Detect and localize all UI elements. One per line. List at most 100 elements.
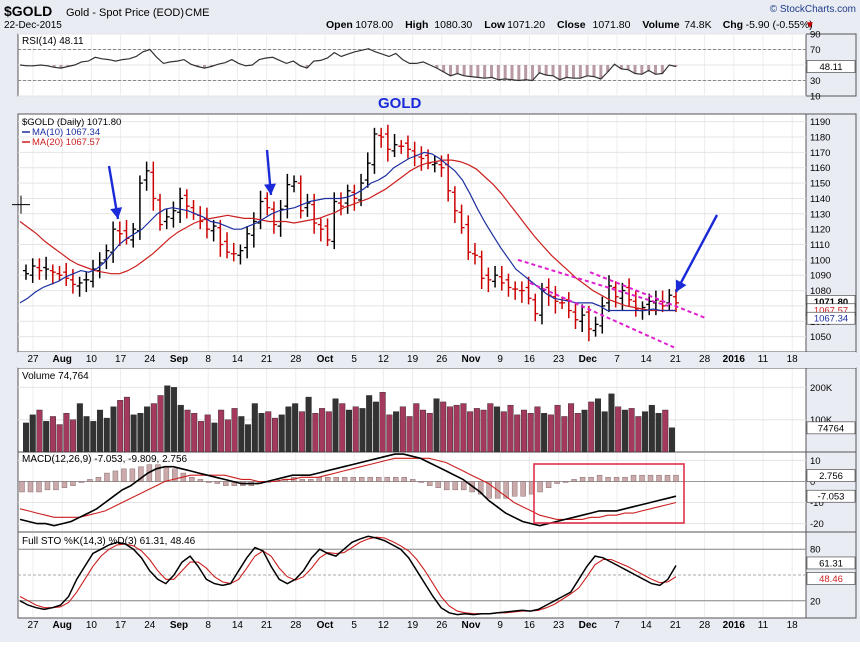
ohlc-bar (619, 282, 626, 311)
macd-histogram-bar (579, 477, 586, 482)
ohlc-value: 1080.30 (434, 19, 472, 31)
x-tick-label: Sep (170, 354, 188, 365)
volume-bar (487, 403, 494, 453)
macd-histogram-bar (511, 481, 518, 497)
macd-histogram-bar (605, 477, 611, 482)
ohlc-bar (572, 302, 579, 329)
macd-panel: 10 0 -10 -20 MACD(12,26,9) -7.053, -9.809, 2… (18, 453, 856, 530)
volume-bar (137, 413, 144, 453)
volume-bar (319, 408, 326, 453)
price-tick-label: 1140 (810, 194, 830, 205)
vol-axis-frame (805, 367, 857, 453)
volume-bar (292, 403, 299, 453)
volume-bar (574, 413, 581, 453)
volume-bar (642, 411, 649, 453)
volume-bar (36, 409, 43, 453)
ohlc-bar (163, 209, 170, 230)
sto-legend: Full STO %K(14,3) %D(3) 61.31, 48.46 (22, 536, 196, 547)
x-tick-label: Nov (462, 620, 481, 631)
rsi-tick-label: 70 (810, 45, 821, 56)
volume-bar (379, 392, 386, 453)
x-tick-label: 28 (290, 620, 302, 631)
macd-histogram-bar (410, 479, 416, 482)
macd-histogram-bar (435, 481, 441, 488)
volume-bar (541, 413, 548, 453)
macd-histogram-bar (376, 477, 382, 482)
ohlc-bar (605, 275, 612, 313)
volume-bar (480, 409, 487, 453)
ohlc-bar (177, 187, 184, 224)
ohlc-bar (478, 250, 485, 290)
volume-bar (271, 417, 278, 453)
macd-current-tag-box (806, 489, 856, 503)
volume-bar (460, 403, 467, 453)
macd-tick-label: -10 (810, 498, 824, 509)
volume-bar (527, 413, 534, 453)
sto-k-current-tag-box (806, 556, 856, 570)
volume-bar (386, 414, 393, 453)
rsi-current-tag-label: 48.11 (819, 62, 842, 73)
volume-bar (433, 398, 440, 453)
volume-bar (245, 424, 252, 453)
volume-bar (494, 406, 501, 453)
volume-bar (218, 409, 225, 453)
arrow-down-icon-2 (264, 149, 277, 196)
x-tick-label: 14 (232, 354, 244, 365)
macd-histogram-bar (112, 470, 119, 482)
ma10-price-tag-label: 1067.34 (814, 314, 848, 325)
macd-histogram-bar (316, 477, 322, 482)
x-tick-label: 23 (553, 620, 565, 631)
macd-hist-current-tag-label: 2.756 (819, 471, 843, 482)
volume-bar (184, 409, 191, 453)
ohlc-bar (592, 316, 599, 337)
x-tick-label: 24 (144, 620, 156, 631)
ohlc-bar (391, 133, 398, 157)
rsi-tick-label: 30 (810, 76, 821, 87)
volume-bar (123, 396, 130, 453)
macd-histogram-bar (588, 477, 594, 482)
volume-bar (332, 398, 339, 453)
ohlc-bar (297, 175, 304, 219)
x-tick-label: 23 (553, 354, 565, 365)
x-tick-label: 14 (641, 354, 653, 365)
ohlc-bar (418, 146, 425, 171)
macd-histogram-bar (138, 466, 144, 482)
volume-bar (70, 419, 77, 453)
x-tick-label: 19 (407, 620, 419, 631)
volume-bar (97, 409, 104, 453)
arrow-diagonal-icon-shaft (674, 214, 719, 293)
macd-histogram-bar (155, 464, 161, 482)
macd-histogram-bar (350, 477, 356, 482)
ohlc-label: Close (557, 19, 586, 31)
macd-histogram-bar (571, 479, 577, 482)
volume-bar (29, 414, 36, 453)
x-tick-label: 10 (86, 620, 98, 631)
x-tick-label: Dec (579, 620, 598, 631)
price-tick-label: 1080 (810, 286, 831, 297)
volume-bar (211, 422, 218, 453)
macd-histogram-bar (673, 474, 679, 482)
ohlc-bar (378, 127, 385, 148)
x-tick-label: 2016 (723, 354, 746, 365)
ohlc-bar (224, 232, 231, 259)
ma10-line (19, 151, 676, 312)
ohlc-bar (264, 192, 271, 216)
x-tick-label: 12 (378, 620, 390, 631)
x-tick-label: 17 (115, 354, 127, 365)
ohlc-bar (337, 192, 344, 216)
volume-bar (238, 416, 245, 453)
macd-histogram-bar (223, 481, 229, 486)
macd-histogram-bar (503, 481, 509, 499)
ohlc-bar (559, 296, 566, 310)
macd-histogram-bar (129, 468, 136, 482)
arrow-diagonal-icon (674, 214, 719, 293)
macd-histogram-bar (104, 472, 110, 482)
macd-histogram-bar (95, 477, 102, 482)
ohlc-bar (76, 276, 83, 297)
macd-histogram-bar (656, 474, 662, 482)
ohlc-bar (458, 204, 465, 234)
ohlc-bar (552, 285, 559, 314)
volume-bar (426, 413, 433, 453)
ohlc-bar (673, 289, 679, 313)
ohlc-bar (217, 219, 224, 257)
